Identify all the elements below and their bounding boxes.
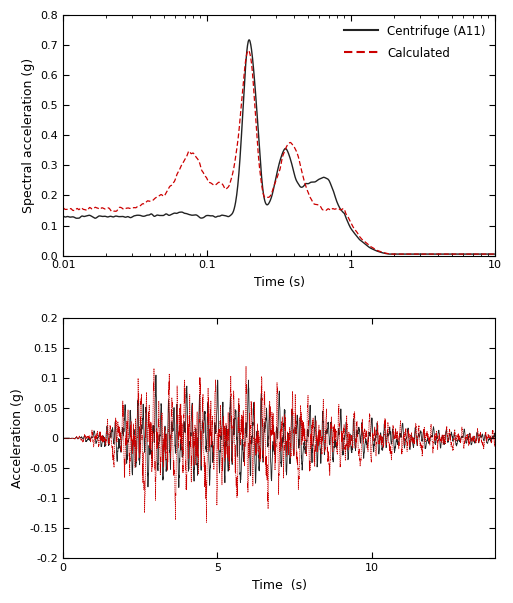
Calculated [133, 204, 139, 212]
Centrifuge (A11) [206, 212, 212, 219]
Line: Calculated: Calculated [63, 51, 495, 254]
Centrifuge (A11) [297, 182, 303, 189]
Calculated [287, 139, 293, 146]
Calculated [60, 204, 66, 212]
Legend: Centrifuge (A11), Calculated: Centrifuge (A11), Calculated [341, 21, 489, 63]
Calculated [206, 178, 212, 186]
Centrifuge (A11) [117, 213, 124, 220]
Centrifuge (A11) [248, 41, 254, 48]
Calculated [248, 54, 254, 62]
Centrifuge (A11) [246, 36, 252, 43]
Centrifuge (A11) [60, 213, 66, 220]
Calculated [246, 47, 252, 54]
X-axis label: Time  (s): Time (s) [251, 579, 307, 592]
Calculated [297, 157, 303, 165]
Calculated [117, 204, 124, 211]
Line: Centrifuge (A11): Centrifuge (A11) [63, 40, 495, 254]
X-axis label: Time (s): Time (s) [253, 276, 305, 289]
Centrifuge (A11) [492, 250, 498, 257]
Y-axis label: Acceleration (g): Acceleration (g) [11, 388, 24, 488]
Calculated [492, 250, 498, 257]
Centrifuge (A11) [287, 156, 293, 163]
Y-axis label: Spectral acceleration (g): Spectral acceleration (g) [22, 58, 35, 213]
Centrifuge (A11) [133, 212, 139, 219]
Centrifuge (A11) [386, 250, 392, 257]
Calculated [388, 250, 394, 257]
